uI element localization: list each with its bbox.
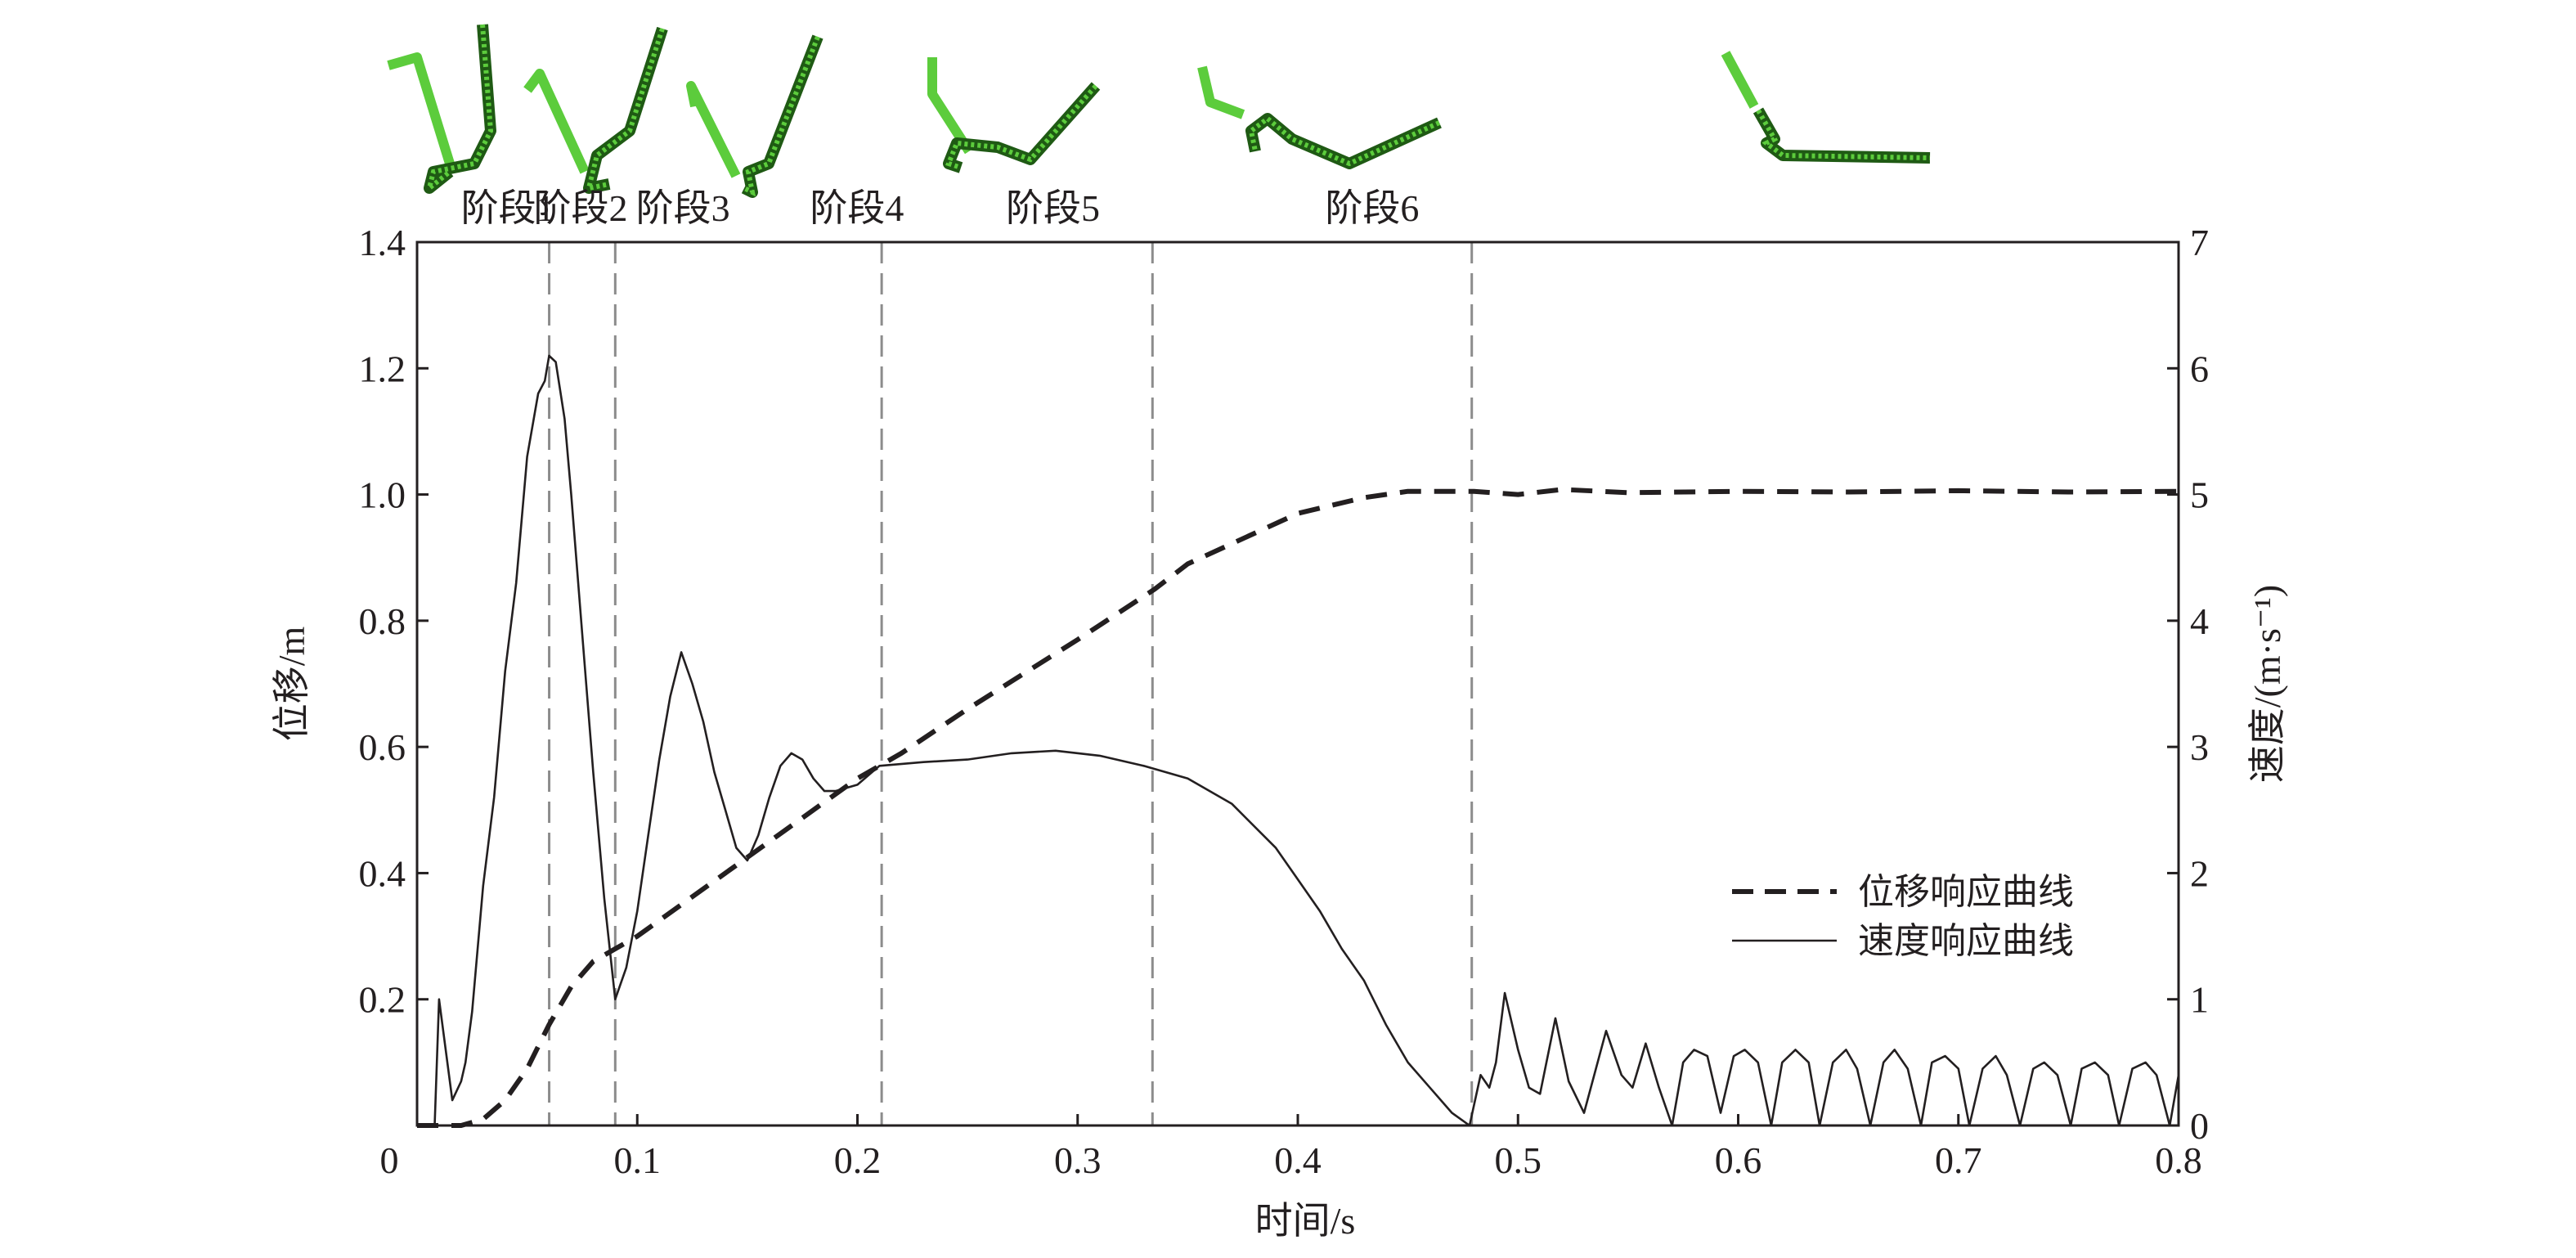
x-tick-label: 0.5 [1495,1139,1542,1181]
x-tick-label: 0.2 [834,1139,882,1181]
y-right-tick-label: 1 [2190,979,2209,1021]
y-left-tick-label: 1.4 [359,222,406,263]
robot-posture-icon [424,24,494,195]
phase-label: 阶段4 [810,187,904,229]
y-right-tick-label: 2 [2190,852,2209,894]
phase-boundary-lines [548,242,1474,1125]
x-tick-label: 0.1 [614,1139,662,1181]
robot-posture-icon [686,81,741,178]
x-tick-label: 0.7 [1935,1139,1982,1181]
y-left-tick-label: 0.8 [359,600,406,642]
x-tick-label: 0.6 [1715,1139,1762,1181]
robot-posture-icon [741,34,824,198]
plot-frame [415,240,2180,1127]
y-left-tick-label: 0.6 [359,726,406,768]
phase-label: 阶段5 [1006,187,1100,229]
y-right-tick-label: 5 [2190,474,2209,516]
x-tick-label: 0.3 [1054,1139,1102,1181]
phase-label: 阶段6 [1325,187,1419,229]
series [417,354,2180,1128]
y-left-axis-title: 位移/m [271,627,312,742]
y-right-tick-label: 7 [2190,222,2209,263]
velocity-curve [417,354,2180,1127]
robot-posture-icon [583,26,668,194]
axis-ticks: 0 0.1 0.2 0.3 0.4 0.5 0.6 0.7 0.8 0.2 0.4 0.6 0.8 1.0… [359,222,2210,1181]
robot-posture-icon [1752,107,1931,164]
robot-posture-icon [1756,109,1931,160]
phase-label: 阶段1 [461,187,555,229]
y-right-tick-label: 4 [2190,600,2209,642]
robot-posture-icon [387,52,455,165]
legend: 位移响应曲线 速度响应曲线 [1732,872,2074,961]
robot-posture-icon [424,24,496,194]
x-tick-label: 0 [380,1139,399,1181]
legend-label-displacement: 位移响应曲线 [1858,872,2074,912]
phase-thumbnails [387,24,1931,198]
robot-posture-icon [743,35,820,197]
robot-posture-icon [1248,115,1441,167]
phase-label: 阶段3 [636,187,730,229]
robot-posture-icon [1721,51,1759,109]
y-right-tick-label: 6 [2190,348,2209,389]
robot-posture-icon [1197,65,1245,119]
x-axis-title: 时间/s [1255,1200,1356,1242]
phase-label: 阶段2 [533,187,627,229]
y-left-tick-label: 1.0 [359,474,406,516]
y-right-axis-title: 速度/(m·s⁻¹) [2246,585,2288,784]
y-left-tick-label: 0.4 [359,852,406,894]
robot-posture-icon [927,57,974,155]
robot-posture-icon [523,69,590,174]
x-tick-label: 0.4 [1274,1139,1322,1181]
robot-posture-icon [945,84,1098,170]
y-left-tick-label: 0.2 [359,979,406,1021]
displacement-curve [417,487,2179,1128]
y-right-tick-label: 3 [2190,726,2209,768]
y-right-tick-label: 0 [2190,1105,2209,1147]
legend-label-velocity: 速度响应曲线 [1858,921,2074,961]
x-tick-label: 0.8 [2155,1139,2202,1181]
y-left-tick-label: 1.2 [359,348,406,389]
